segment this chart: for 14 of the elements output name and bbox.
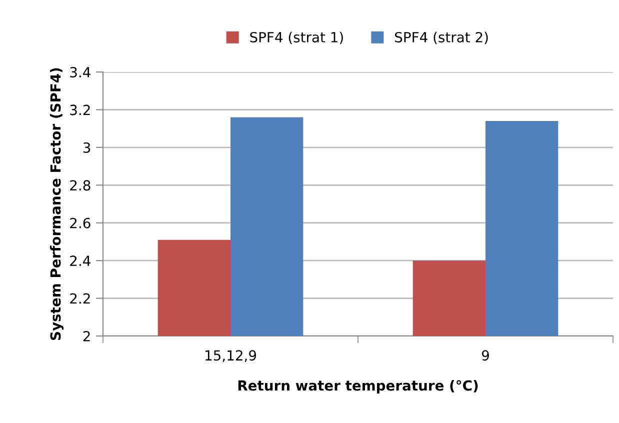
legend-label: SPF4 (strat 2) <box>395 32 488 44</box>
y-tick-label: 3.4 <box>70 66 90 78</box>
legend-label: SPF4 (strat 1) <box>250 32 343 44</box>
y-tick-label: 2.6 <box>70 218 90 228</box>
x-tick-label: 15,12,9 <box>206 350 256 362</box>
x-axis-title: Return water temperature (°C) <box>238 380 478 394</box>
y-tick-label: 2 <box>83 330 90 342</box>
x-tick-label: 9 <box>482 350 489 361</box>
y-tick-label: 2.2 <box>70 293 90 304</box>
y-tick-label: 2.4 <box>70 256 90 266</box>
y-axis-title: System Performance Factor (SPF4) <box>50 68 64 340</box>
y-tick-label: 3.2 <box>70 104 90 116</box>
y-tick-label: 2.8 <box>70 180 90 191</box>
y-tick-label: 3 <box>83 142 90 153</box>
